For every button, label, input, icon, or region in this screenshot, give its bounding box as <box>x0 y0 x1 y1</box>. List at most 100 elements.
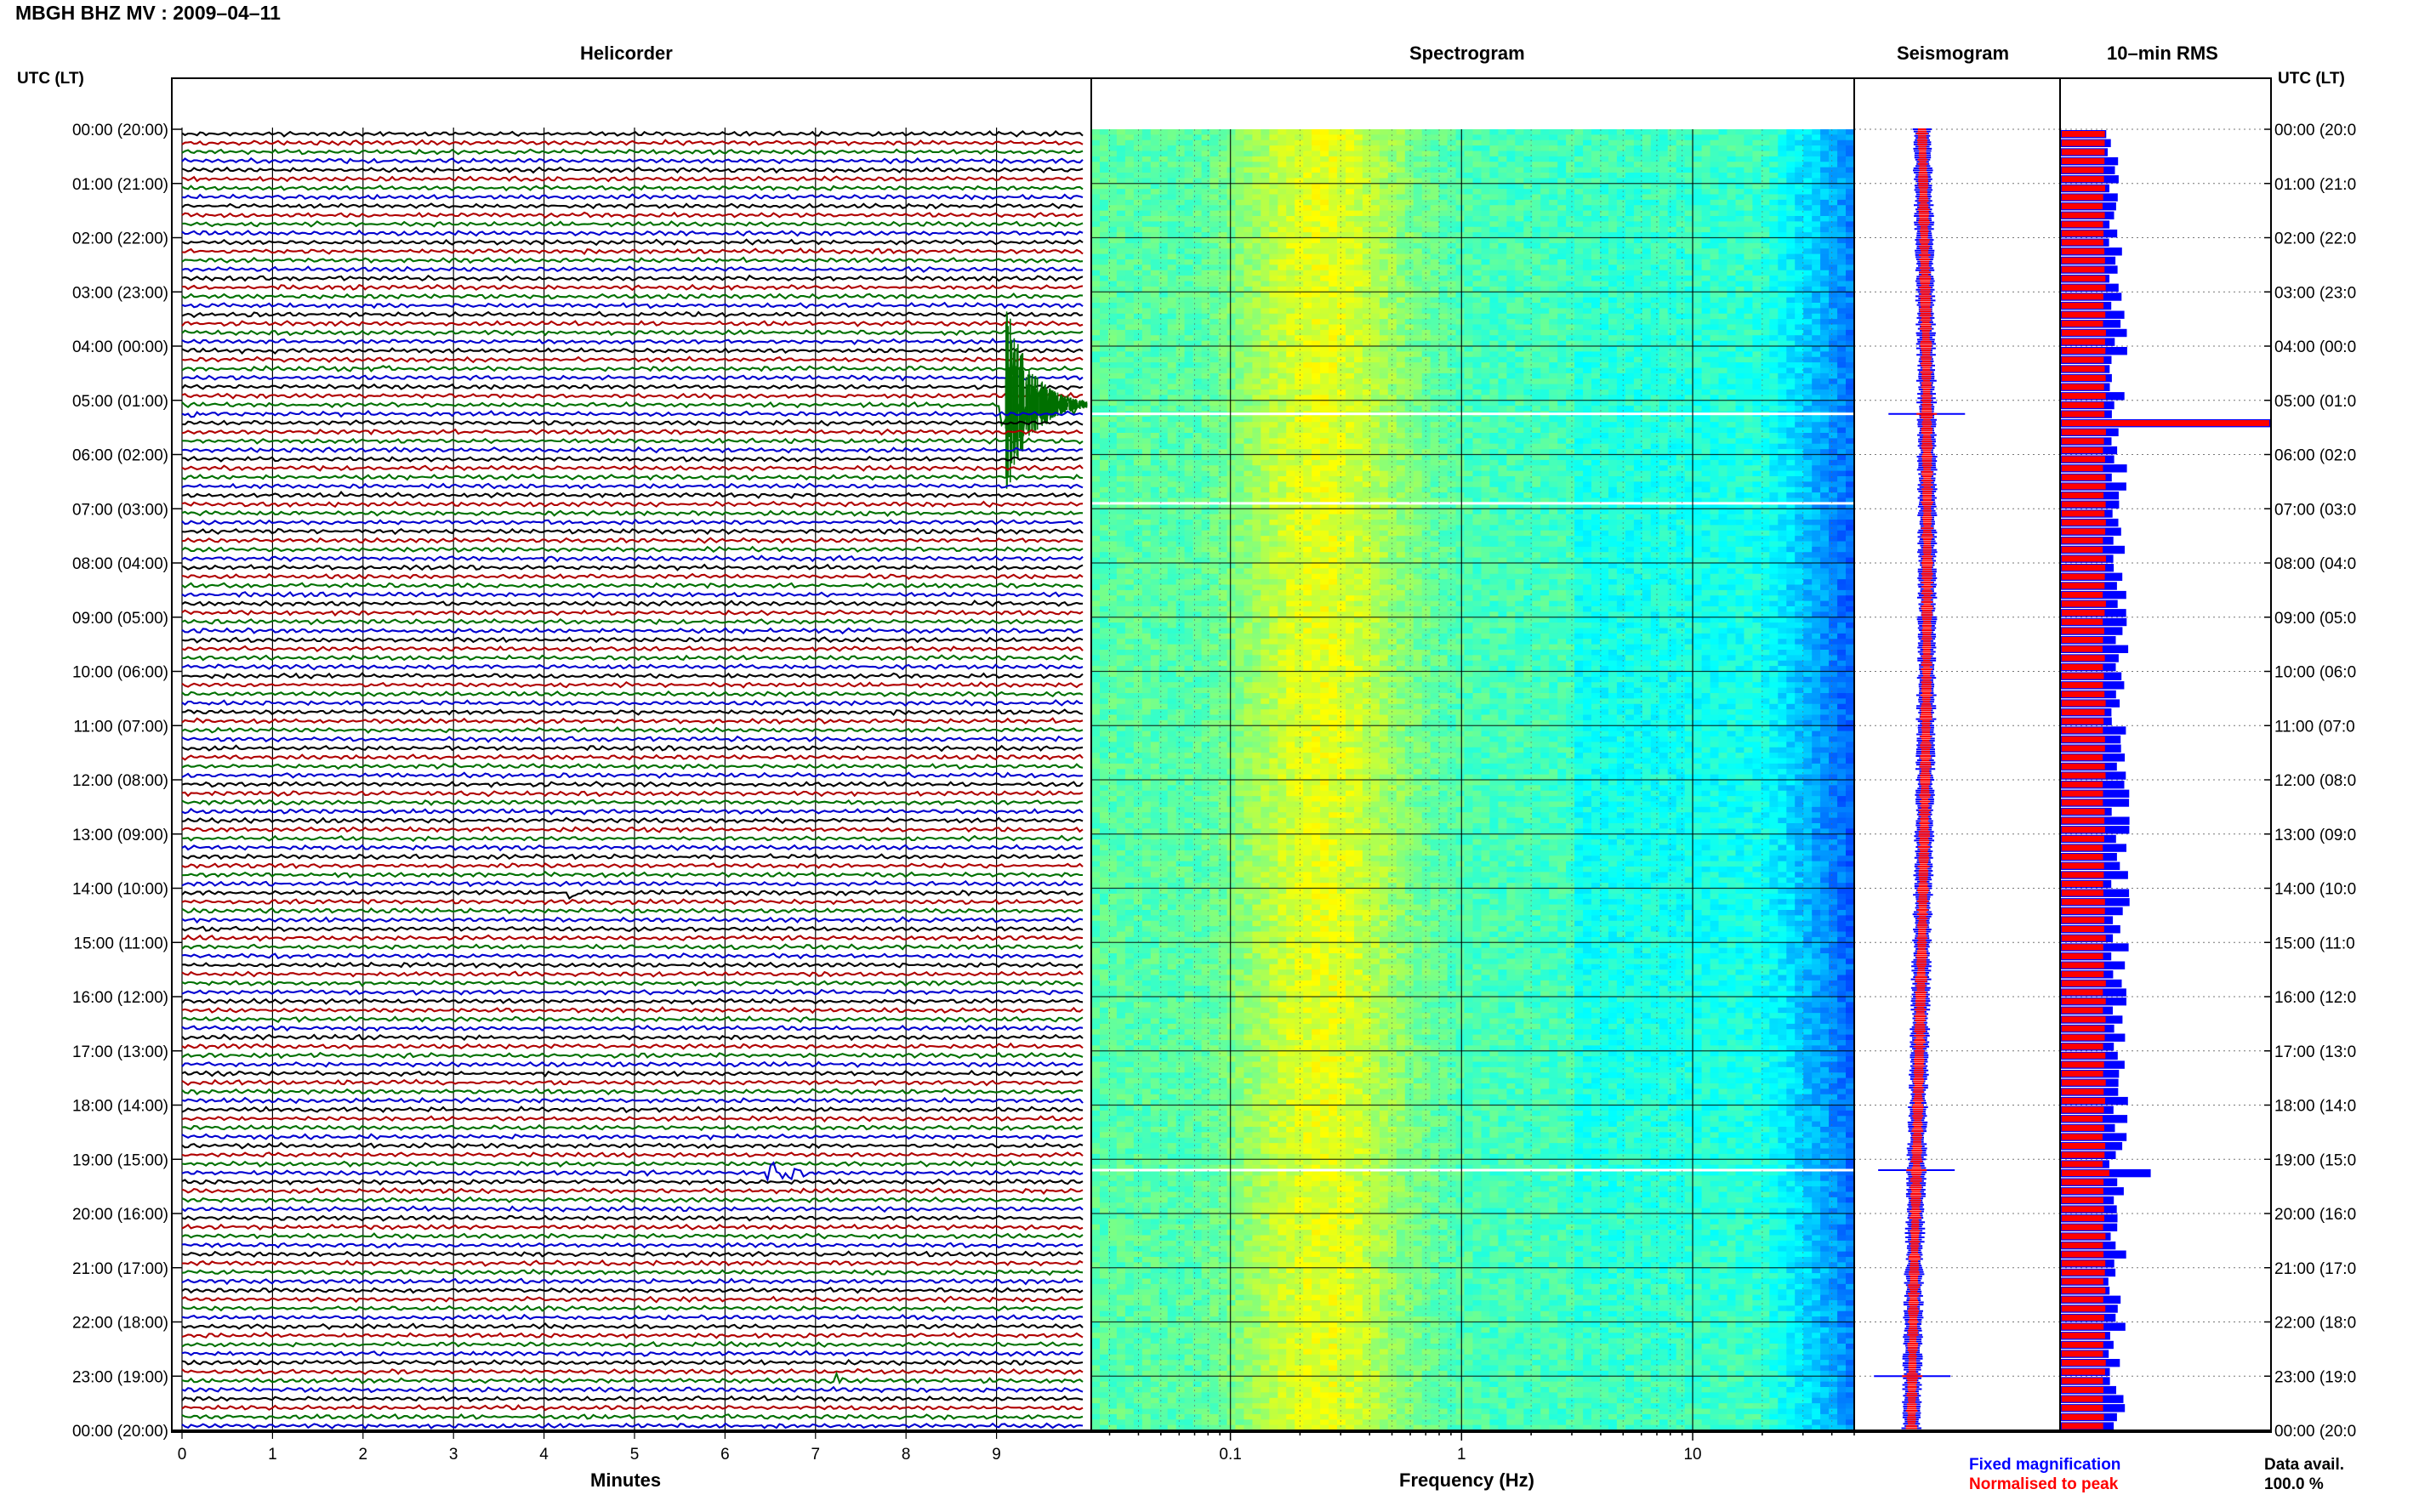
helicorder-trace <box>182 1270 1083 1275</box>
time-label-right: 17:00 (13:0 <box>2274 1043 2356 1061</box>
helicorder-trace <box>182 881 1083 886</box>
figure: MBGH BHZ MV : 2009–04–11 Helicorder Spec… <box>0 0 2419 1512</box>
helicorder-trace <box>182 439 1083 444</box>
time-label-right: 04:00 (00:0 <box>2274 338 2356 356</box>
helicorder-trace <box>182 1360 1083 1365</box>
helicorder-trace <box>182 900 1083 905</box>
rms-bar-normalised <box>2062 818 2104 824</box>
helicorder-trace <box>182 140 1083 145</box>
rms-bar-normalised <box>2062 574 2105 580</box>
rms-bar-normalised <box>2062 628 2104 634</box>
helicorder-trace <box>182 1324 1083 1329</box>
time-label-left: 16:00 (12:00) <box>72 989 168 1007</box>
helicorder-trace <box>182 710 1083 715</box>
helicorder-trace <box>182 736 1083 742</box>
helicorder-trace <box>182 393 1083 398</box>
rms-bar-normalised <box>2062 230 2103 236</box>
helicorder-trace <box>182 1107 1083 1112</box>
helicorder-trace <box>182 1315 1083 1320</box>
helicorder-trace <box>182 258 1083 263</box>
helicorder-trace <box>182 276 1083 281</box>
time-label-left: 00:00 (20:00) <box>72 122 168 139</box>
rms-bar-normalised <box>2062 827 2105 833</box>
helicorder-trace <box>182 691 1083 696</box>
time-label-right: 20:00 (16:0 <box>2274 1206 2356 1224</box>
helicorder-trace <box>182 1026 1083 1031</box>
helicorder-trace <box>182 719 1083 724</box>
helicorder-trace <box>182 845 1083 850</box>
rms-bar-normalised <box>2062 1260 2105 1266</box>
rms-bar-normalised <box>2062 1333 2105 1339</box>
rms-bar-normalised <box>2062 691 2104 697</box>
rms-bar-normalised <box>2062 1197 2103 1203</box>
helicorder-trace <box>182 1035 1083 1040</box>
time-label-right: 01:00 (21:0 <box>2274 176 2356 194</box>
rms-bar-normalised <box>2062 1035 2105 1041</box>
rms-bar-normalised <box>2062 664 2103 670</box>
data-avail-label: Data avail. <box>2264 1456 2344 1475</box>
helicorder-trace <box>182 611 1083 616</box>
helicorder-trace <box>182 619 1083 624</box>
helicorder-trace <box>182 809 1083 814</box>
time-label-left: 15:00 (11:00) <box>73 935 168 952</box>
rms-bar-normalised <box>2062 953 2103 959</box>
helicorder-trace <box>182 583 1083 588</box>
time-label-right: 02:00 (22:0 <box>2274 230 2356 248</box>
helicorder-trace <box>182 1333 1083 1338</box>
helicorder-trace <box>182 321 1083 327</box>
minute-tick-label: 3 <box>449 1446 458 1464</box>
helicorder-trace <box>182 1134 1083 1140</box>
time-label-right: 07:00 (03:0 <box>2274 501 2356 519</box>
time-label-left: 10:00 (06:00) <box>72 664 168 682</box>
helicorder-trace <box>182 420 1083 425</box>
helicorder-trace <box>182 628 1083 634</box>
minute-tick-label: 8 <box>902 1446 911 1464</box>
rms-bar-normalised <box>2062 1387 2103 1393</box>
time-label-left: 07:00 (03:00) <box>72 501 168 519</box>
time-label-left: 21:00 (17:00) <box>72 1260 168 1278</box>
helicorder-trace <box>182 601 1083 606</box>
time-label-left: 01:00 (21:00) <box>72 176 168 194</box>
rms-bar-normalised <box>2062 537 2103 543</box>
helicorder-trace <box>182 132 1083 137</box>
helicorder-trace <box>182 484 1083 488</box>
helicorder-trace <box>182 792 1083 797</box>
helicorder-trace <box>182 701 1083 706</box>
helicorder-trace <box>182 357 1083 362</box>
rms-bar-normalised <box>2062 700 2106 706</box>
rms-bar-normalised <box>2062 1297 2103 1303</box>
minute-tick-label: 0 <box>178 1446 187 1464</box>
helicorder-trace <box>182 656 1083 660</box>
rms-bar-normalised <box>2062 863 2104 869</box>
minute-tick-label: 7 <box>811 1446 821 1464</box>
time-label-right: 19:00 (15:0 <box>2274 1151 2356 1169</box>
rms-bar-normalised <box>2062 420 2269 426</box>
helicorder-trace <box>182 890 1083 899</box>
rms-bar-normalised <box>2062 998 2106 1004</box>
helicorder-trace <box>182 1297 1083 1302</box>
time-label-right: 03:00 (23:0 <box>2274 284 2356 302</box>
helicorder-trace <box>182 168 1083 173</box>
spectrogram-gap <box>1091 412 1854 415</box>
rms-bar-normalised <box>2062 510 2104 516</box>
rms-bar-normalised <box>2062 1089 2103 1094</box>
rms-bar-normalised <box>2062 809 2105 815</box>
helicorder-trace <box>182 267 1083 272</box>
helicorder-trace <box>182 1369 1083 1374</box>
helicorder-trace <box>182 592 1083 597</box>
helicorder-trace <box>182 1197 1083 1202</box>
helicorder-trace <box>182 177 1083 181</box>
time-label-right: 21:00 (17:0 <box>2274 1260 2356 1278</box>
helicorder-trace <box>182 972 1083 977</box>
helicorder-trace <box>182 1179 1083 1185</box>
spectrogram-gap <box>1091 1169 1854 1172</box>
helicorder-trace <box>182 529 1083 534</box>
time-label-right: 18:00 (14:0 <box>2274 1098 2356 1116</box>
rms-bar-normalised <box>2062 719 2103 725</box>
rms-bar-normalised <box>2062 610 2104 616</box>
rms-bar-normalised <box>2062 989 2103 995</box>
rms-bar-normalised <box>2062 357 2103 363</box>
rms-bar-normalised <box>2062 646 2103 652</box>
helicorder-trace <box>182 1260 1083 1265</box>
rms-bar-normalised <box>2062 203 2103 209</box>
